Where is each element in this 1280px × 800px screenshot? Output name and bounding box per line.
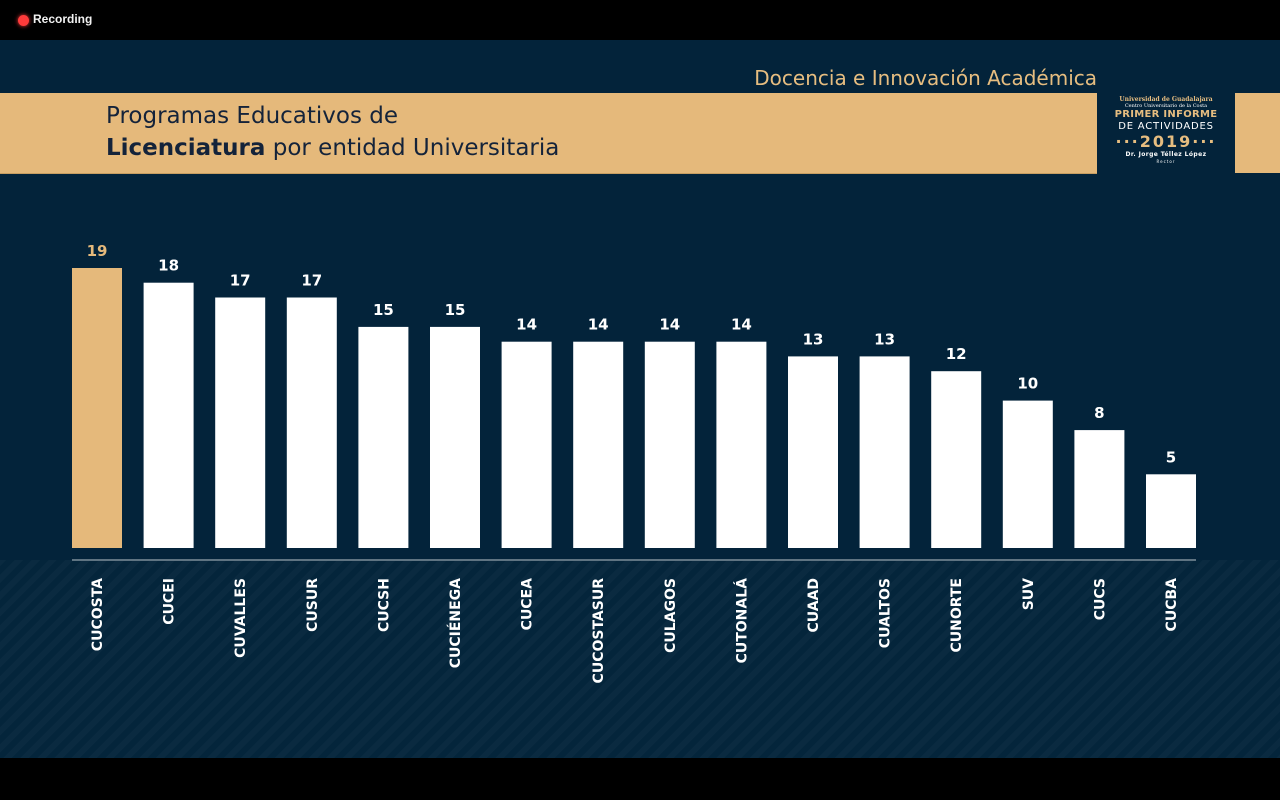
slide-title-line1: Programas Educativos de (106, 103, 399, 129)
value-label: 14 (516, 316, 537, 334)
category-label: CUCBA (1164, 578, 1180, 632)
value-label: 17 (301, 272, 322, 290)
bottom-bar (0, 758, 1280, 800)
bar-cutonalá (716, 341, 767, 548)
slide: Docencia e Innovación Académica Programa… (0, 40, 1280, 758)
bar-cucsh (358, 326, 409, 548)
logo-center: Centro Universitario de la Costa (1124, 103, 1208, 109)
bar-cucba (1146, 474, 1196, 548)
bar-cucosta (72, 268, 122, 548)
title-band (0, 93, 1097, 174)
bar-cuciénega (430, 326, 480, 548)
category-labels-group: CUCOSTA CUCEI CUVALLES CUSUR CUCSH CUCIÉNEGA C… (90, 578, 1180, 684)
bar-cuvalles (215, 297, 266, 548)
slide-title-bold: Licenciatura (106, 135, 266, 161)
logo-year: ···2019··· (1115, 132, 1217, 151)
category-label: CUTONALÁ (733, 578, 750, 664)
recording-label: Recording (33, 12, 93, 26)
bars-group (72, 268, 1196, 548)
value-label: 19 (87, 242, 108, 260)
bar-suv (1002, 400, 1053, 548)
bar-cucs (1074, 430, 1125, 548)
bar-cualtos (859, 356, 910, 548)
value-label: 14 (659, 316, 680, 334)
value-label: 10 (1017, 375, 1038, 393)
bar-cusur (286, 297, 337, 548)
bar-cuaad (788, 356, 838, 548)
value-label: 13 (803, 330, 824, 348)
value-label: 5 (1166, 448, 1176, 466)
category-label: CUCS (1092, 578, 1108, 620)
category-label: CUNORTE (949, 578, 965, 653)
category-label: CUCEI (162, 578, 178, 625)
category-label: CUCOSTASUR (591, 578, 607, 684)
recording-bar: Recording (0, 0, 1280, 40)
recording-icon (18, 15, 29, 26)
bar-cucea (501, 341, 552, 548)
value-label: 12 (946, 345, 967, 363)
category-label: CUCSH (376, 578, 392, 632)
category-label: CUALTOS (878, 578, 894, 648)
value-label: 14 (588, 316, 609, 334)
value-label: 13 (874, 330, 895, 348)
category-label: CUCOSTA (90, 578, 106, 651)
title-band-right (1235, 93, 1280, 173)
category-label: SUV (1021, 578, 1037, 610)
category-label: CULAGOS (663, 578, 679, 653)
logo-report-subtitle: DE ACTIVIDADES (1118, 121, 1214, 132)
category-label: CUSUR (305, 578, 321, 632)
value-label: 15 (445, 301, 466, 319)
category-label: CUCIÉNEGA (447, 578, 464, 668)
logo-rector-name: Dr. Jorge Téllez López (1125, 151, 1207, 158)
category-label: CUCEA (520, 578, 536, 630)
report-logo: Universidad de Guadalajara Centro Univer… (1104, 96, 1228, 172)
bar-cunorte (931, 371, 982, 548)
value-label: 18 (158, 257, 179, 275)
bar-culagos (644, 341, 695, 548)
category-label: CUAAD (806, 578, 822, 633)
bar-cucostasur (573, 341, 624, 548)
value-label: 14 (731, 316, 752, 334)
value-label: 17 (230, 272, 251, 290)
value-label: 8 (1094, 404, 1104, 422)
logo-university: Universidad de Guadalajara (1119, 96, 1213, 103)
value-label: 15 (373, 301, 394, 319)
slide-title-line2: Licenciatura por entidad Universitaria (106, 135, 559, 161)
logo-report-title: PRIMER INFORME (1114, 109, 1218, 120)
section-title: Docencia e Innovación Académica (754, 66, 1097, 90)
slide-title-rest: por entidad Universitaria (265, 135, 560, 161)
value-labels-group: 19 18 17 17 15 15 14 14 14 14 13 13 12 10 8 5 (87, 242, 1177, 466)
bar-cucei (143, 282, 194, 548)
category-label: CUVALLES (233, 578, 249, 658)
logo-rector-title: Rector (1156, 159, 1176, 164)
